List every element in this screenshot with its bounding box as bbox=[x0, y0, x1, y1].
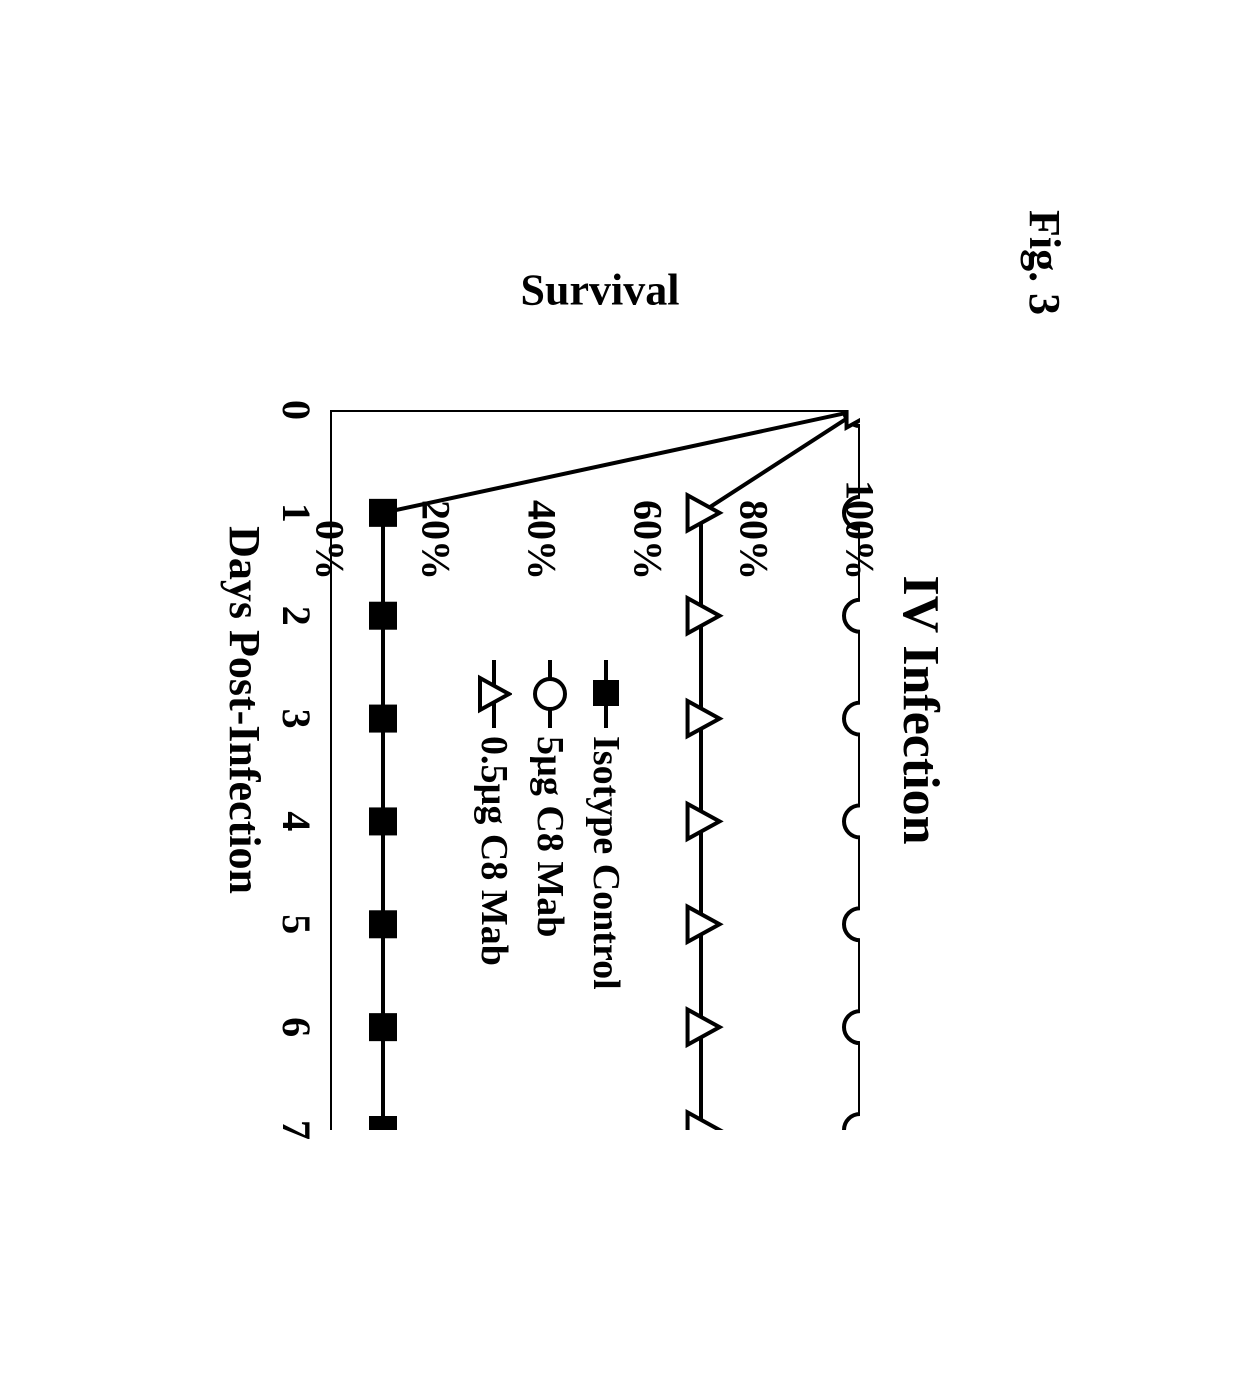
ytick-label: 80% bbox=[731, 420, 778, 580]
survival-chart: IV Infection 0% 20% 40% 60% 80% 100% 0 1 2 3 4 5 6 7… bbox=[210, 260, 960, 1160]
legend-item-isotype: Isotype Control bbox=[582, 660, 630, 1040]
xtick-label: 3 bbox=[273, 709, 320, 729]
xtick-label: 1 bbox=[273, 503, 320, 523]
y-axis-label: Survival bbox=[521, 265, 680, 316]
xtick-label: 4 bbox=[273, 811, 320, 831]
xtick-label: 5 bbox=[273, 914, 320, 934]
chart-title: IV Infection bbox=[891, 260, 950, 1160]
open-circle-icon bbox=[532, 660, 568, 728]
xtick-label: 0 bbox=[273, 400, 320, 420]
legend-item-05ug: 0.5µg C8 Mab bbox=[470, 660, 518, 1040]
ytick-label: 20% bbox=[413, 420, 460, 580]
figure-label: Fig. 3 bbox=[1019, 210, 1070, 315]
legend-label: 0.5µg C8 Mab bbox=[472, 736, 516, 966]
ytick-label: 100% bbox=[837, 420, 884, 580]
xtick-label: 6 bbox=[273, 1017, 320, 1037]
ytick-label: 40% bbox=[519, 420, 566, 580]
open-triangle-icon bbox=[476, 660, 512, 728]
ytick-label: 60% bbox=[625, 420, 672, 580]
legend-item-5ug: 5µg C8 Mab bbox=[526, 660, 574, 1040]
ytick-label: 0% bbox=[307, 420, 354, 580]
xtick-label: 2 bbox=[273, 606, 320, 626]
legend: Isotype Control 5µg C8 Mab bbox=[462, 660, 630, 1040]
page-rotated-container: Fig. 3 IV Infection 0% 20% 40% 60% 80% 100% 0… bbox=[0, 0, 1240, 1396]
x-axis-label: Days Post-Infection bbox=[219, 260, 270, 1160]
legend-label: Isotype Control bbox=[584, 736, 628, 990]
legend-label: 5µg C8 Mab bbox=[528, 736, 572, 937]
xtick-label: 7 bbox=[273, 1120, 320, 1140]
filled-square-icon bbox=[588, 660, 624, 728]
